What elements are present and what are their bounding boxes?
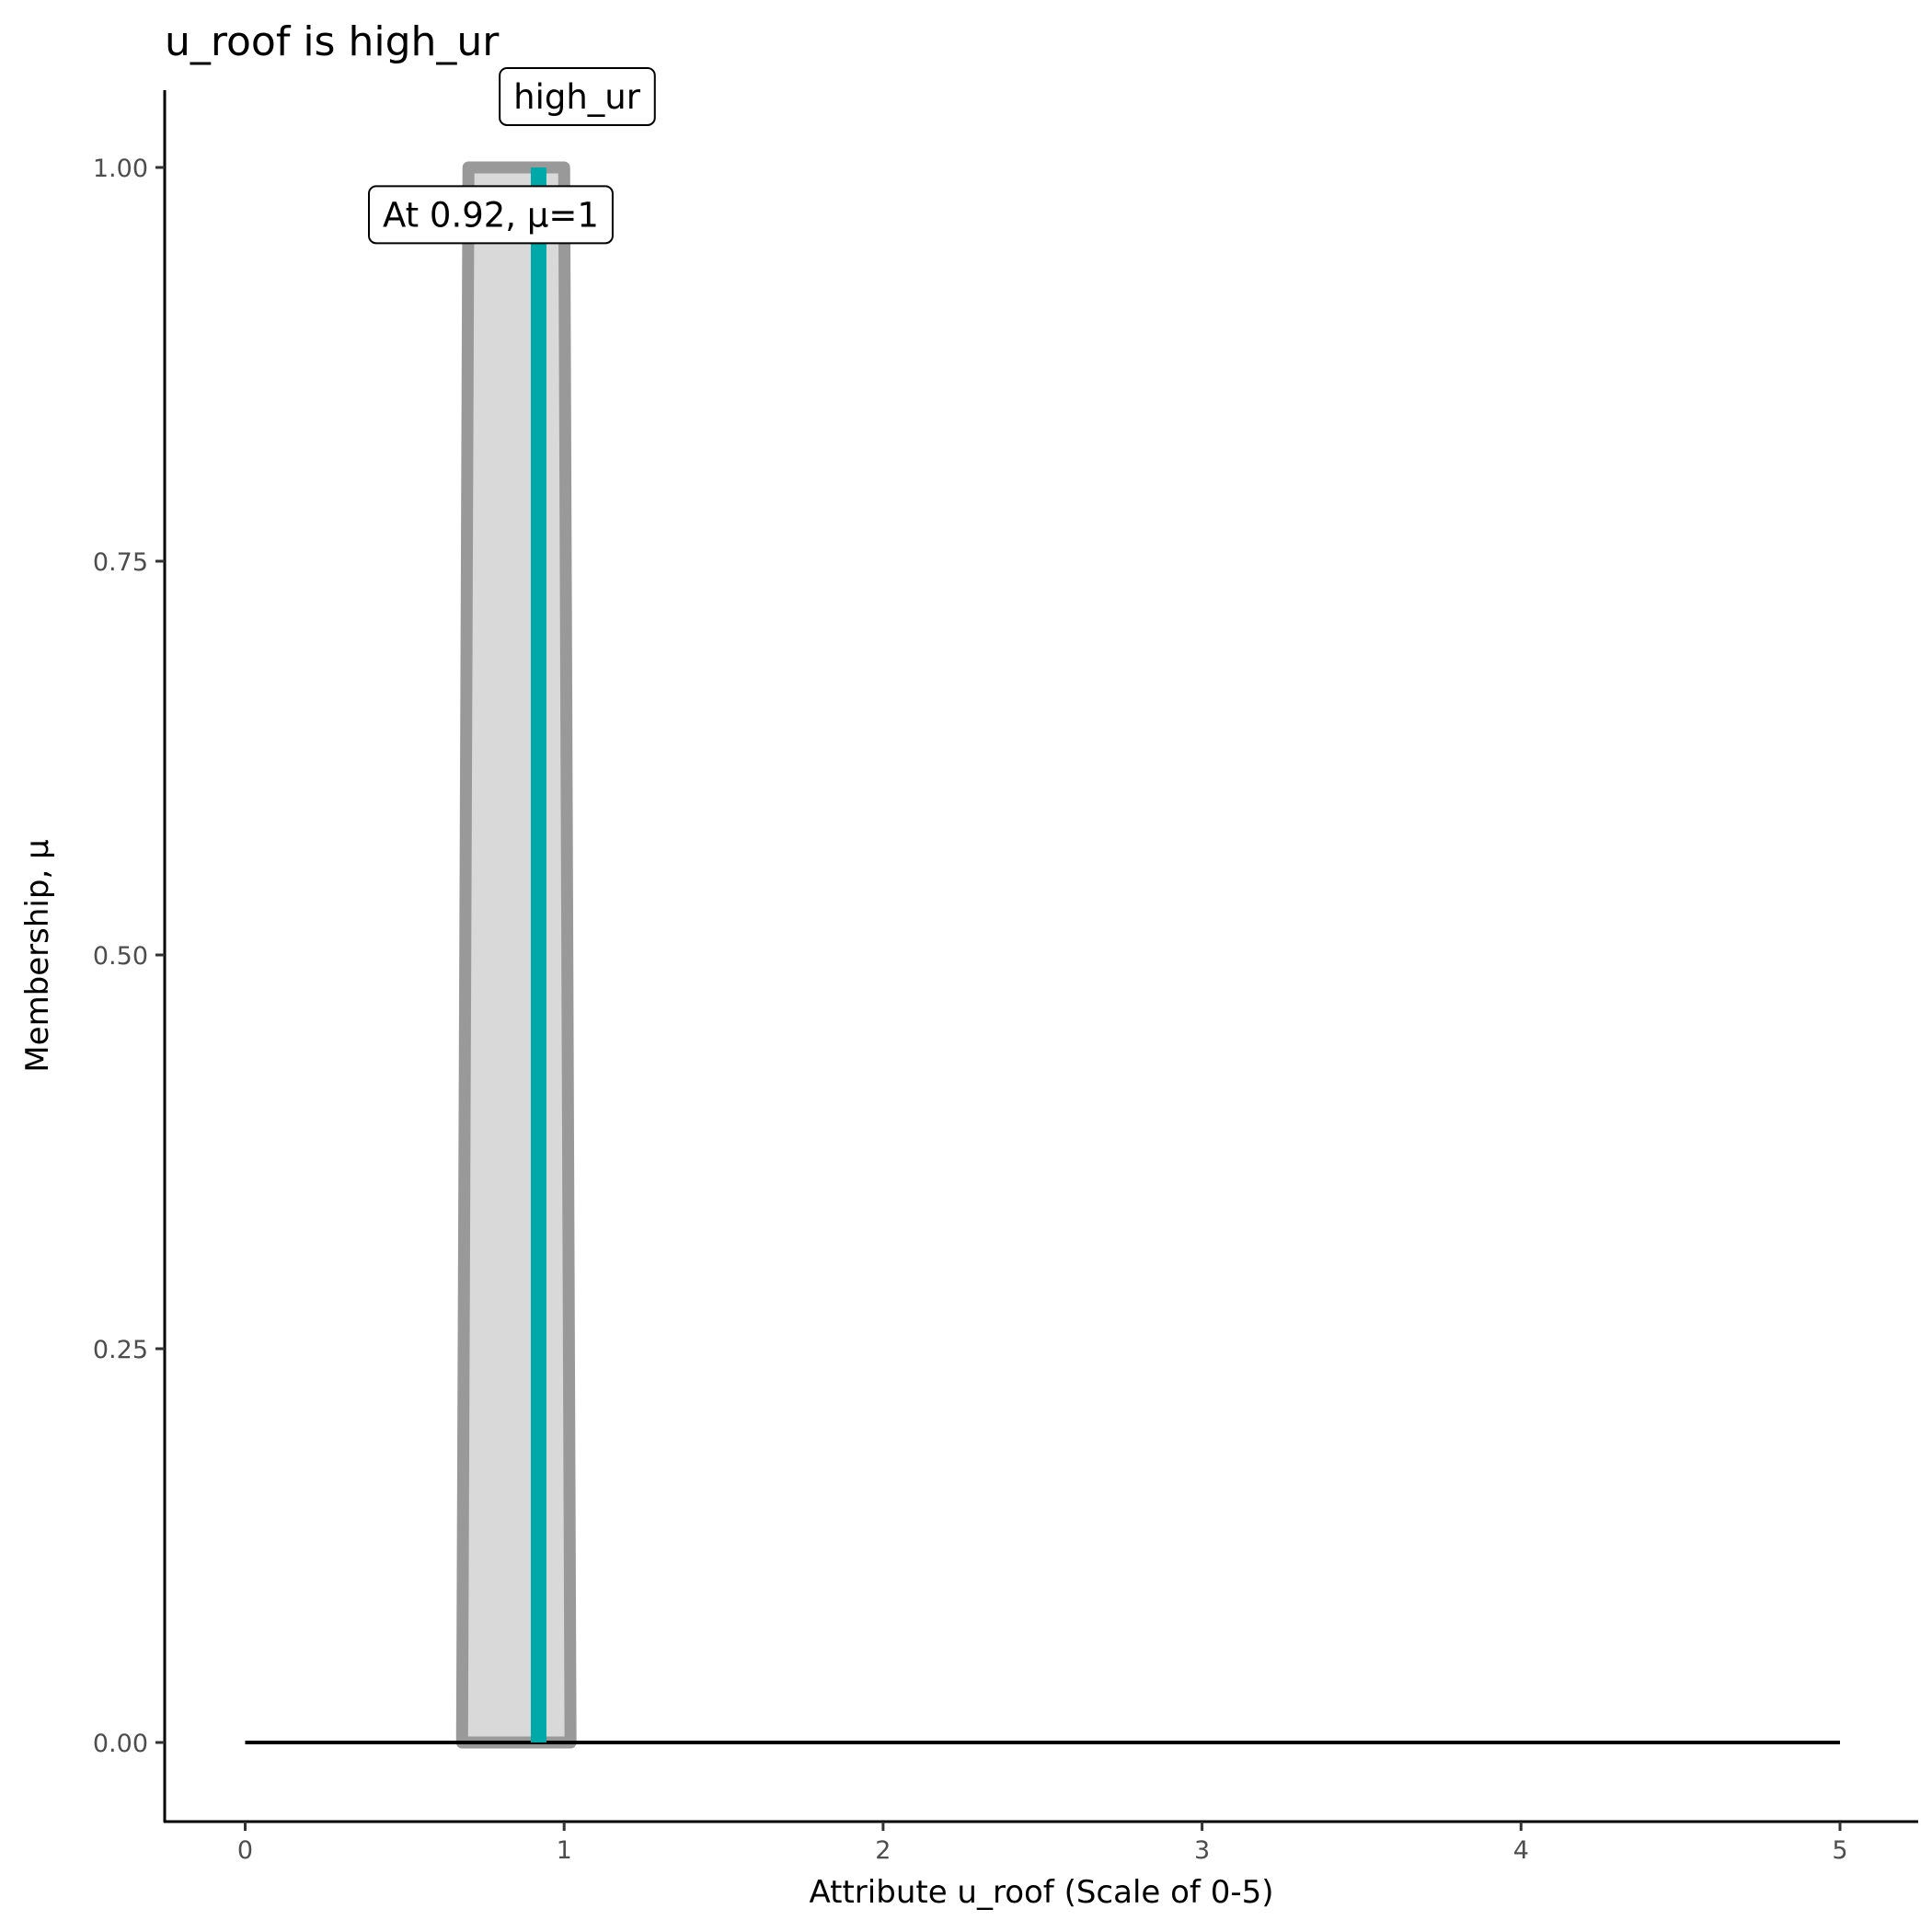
set-label-box	[499, 66, 656, 126]
membership-shape-high_ur	[455, 161, 577, 1749]
x-tick-label: 4	[1513, 1836, 1529, 1865]
x-axis-title: Attribute u_roof (Scale of 0-5)	[809, 1874, 1273, 1911]
value-label-text: At 0.92, μ=1	[383, 195, 599, 235]
value-label-box	[367, 185, 614, 245]
annotations: high_ur At 0.92, μ=1	[367, 66, 656, 245]
y-tick-label: 0.25	[93, 1336, 148, 1364]
set-label-text: high_ur	[513, 77, 641, 117]
plot-area	[245, 161, 1840, 1749]
y-axis-ticks: 0.00 0.25 0.50 0.75 1.00	[93, 155, 165, 1758]
y-tick-label: 0.75	[93, 548, 148, 577]
y-axis-title: Membership, μ	[19, 839, 56, 1072]
x-tick-label: 1	[557, 1836, 572, 1865]
x-axis-ticks: 0 1 2 3 4 5	[237, 1822, 1848, 1865]
chart-title: u_roof is high_ur	[165, 18, 500, 65]
set-label: high_ur	[499, 66, 656, 126]
x-tick-label: 2	[875, 1836, 891, 1865]
y-tick-label: 0.00	[93, 1730, 148, 1758]
x-tick-label: 3	[1194, 1836, 1210, 1865]
y-tick-label: 0.50	[93, 942, 148, 971]
y-tick-label: 1.00	[93, 155, 148, 183]
x-tick-label: 0	[237, 1836, 253, 1865]
x-tick-label: 5	[1832, 1836, 1847, 1865]
value-label: At 0.92, μ=1	[367, 185, 614, 245]
